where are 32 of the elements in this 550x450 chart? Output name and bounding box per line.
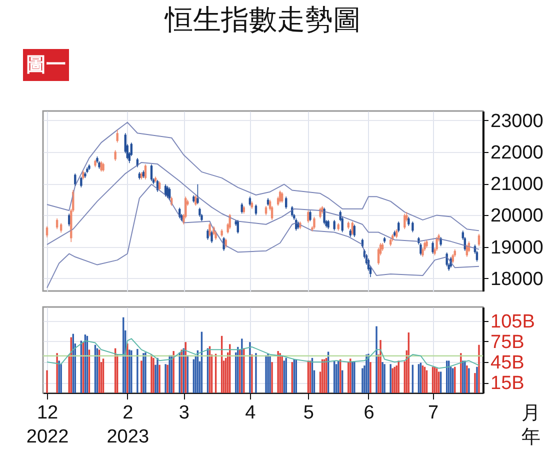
y-tick-label: 20000 — [490, 206, 544, 227]
x-tick-label: 6 — [364, 402, 374, 424]
text: 圖一 — [26, 54, 66, 76]
y-tick-label: 21000 — [490, 174, 544, 196]
chart-title: 恒生指數走勢圖 — [164, 4, 361, 35]
line-series — [46, 338, 480, 369]
y-tick-label: 18000 — [490, 268, 544, 290]
x-tick-label: 4 — [245, 402, 256, 424]
candlestick — [80, 176, 82, 188]
x-tick-label: 2 2023 — [106, 402, 150, 448]
candlestick — [309, 210, 312, 222]
y-tick-label: 45B — [490, 352, 524, 374]
x-tick-label: 7 — [428, 402, 439, 424]
line-series — [46, 122, 480, 232]
candlestick — [196, 184, 199, 205]
y-tick-label: 15B — [490, 373, 524, 394]
x-tick-label: 5 — [303, 402, 314, 424]
line-series — [46, 162, 480, 250]
candlestick — [327, 220, 330, 230]
y-tick-label: 23000 — [490, 110, 544, 132]
y-tick-label: 105B — [490, 311, 535, 332]
candlestick — [408, 216, 410, 226]
line-series — [46, 184, 480, 288]
x-tick-label: 12 2022 — [26, 402, 69, 448]
y-tick-label: 19000 — [490, 237, 544, 258]
candlestick — [116, 130, 118, 143]
x-axis-title: 月年 — [522, 403, 540, 448]
y-tick-label: 75B — [490, 332, 524, 353]
x-tick-label: 3 — [178, 402, 190, 424]
y-tick-label: 22000 — [490, 142, 544, 164]
candlestick — [114, 150, 116, 162]
candlestick — [333, 220, 336, 232]
